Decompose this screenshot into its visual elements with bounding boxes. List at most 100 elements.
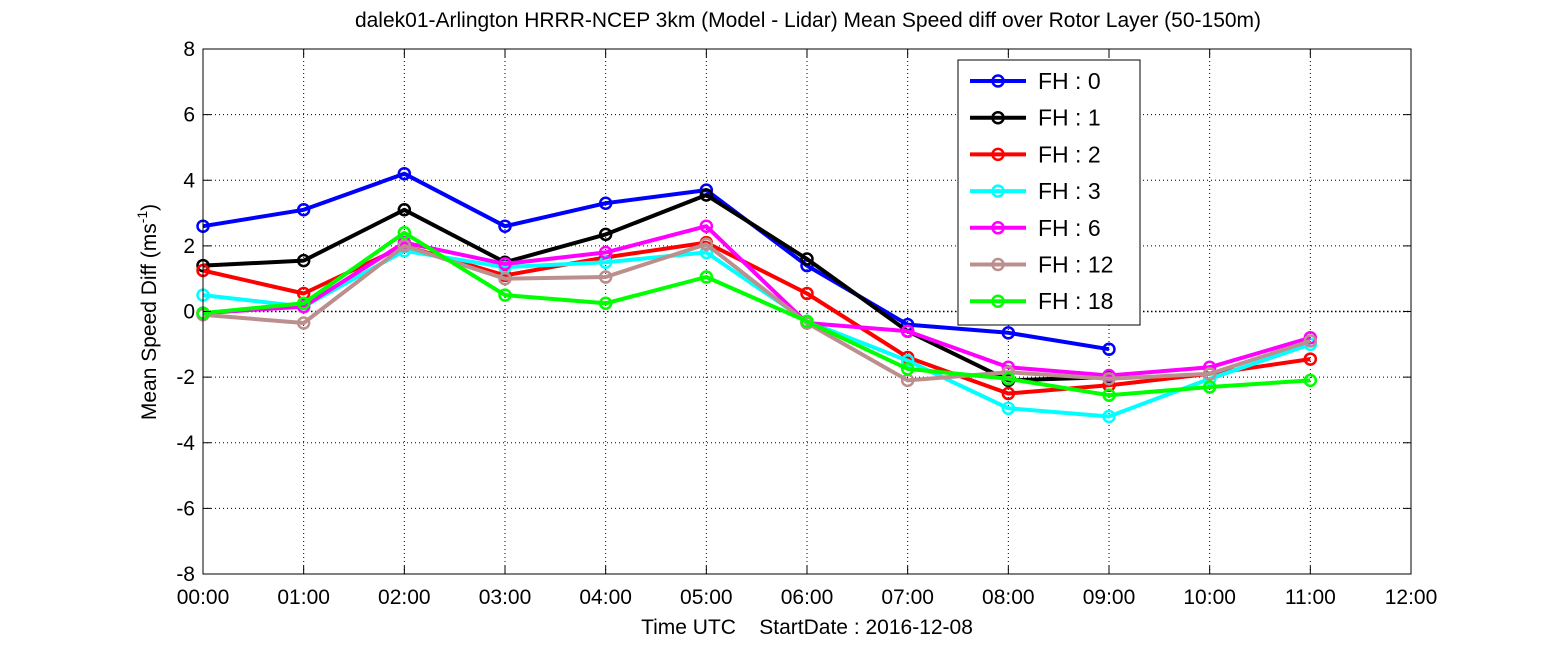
data-point bbox=[800, 286, 814, 301]
y-axis-label: Mean Speed Diff (ms-1) bbox=[134, 204, 161, 420]
data-point bbox=[699, 270, 714, 284]
y-tick-label: -8 bbox=[176, 563, 195, 586]
legend-label: FH : 2 bbox=[1038, 141, 1101, 167]
data-point bbox=[900, 324, 915, 338]
x-tick-label: 11:00 bbox=[1285, 586, 1336, 609]
x-tick-label: 01:00 bbox=[277, 586, 330, 609]
data-point bbox=[900, 353, 915, 368]
series-5 bbox=[196, 237, 1318, 388]
axis-ticks bbox=[202, 48, 1412, 575]
y-axis-label-unit-exponent: -1 bbox=[134, 211, 150, 224]
legend-label: FH : 12 bbox=[1038, 252, 1113, 278]
x-tick-label: 12:00 bbox=[1385, 586, 1438, 609]
legend-label: FH : 6 bbox=[1038, 215, 1101, 241]
data-point bbox=[598, 227, 613, 242]
grid bbox=[203, 49, 1411, 574]
legend-label: FH : 1 bbox=[1038, 105, 1101, 131]
data-point bbox=[397, 203, 412, 217]
data-point bbox=[296, 296, 311, 311]
data-point bbox=[1001, 401, 1016, 416]
y-axis-tick-labels: -8 -6 -4 -2 0 2 4 6 8 bbox=[176, 38, 195, 586]
x-axis-label: Time UTC StartDate : 2016-12-08 bbox=[641, 616, 973, 639]
y-axis-label-close: ) bbox=[138, 204, 161, 211]
data-point bbox=[498, 288, 512, 302]
series-line bbox=[202, 242, 1311, 383]
data-point bbox=[699, 188, 714, 202]
data-point bbox=[397, 226, 412, 240]
x-tick-label: 05:00 bbox=[680, 586, 733, 609]
data-point bbox=[397, 166, 412, 181]
y-tick-label: 6 bbox=[183, 104, 195, 127]
y-tick-label: -2 bbox=[176, 366, 195, 389]
data-point bbox=[296, 203, 311, 217]
data-point bbox=[699, 219, 714, 233]
y-tick-label: 0 bbox=[183, 301, 195, 324]
data-point bbox=[598, 196, 613, 210]
data-point bbox=[1001, 386, 1016, 401]
legend-entry: FH : 3 bbox=[970, 178, 1101, 204]
series-line bbox=[202, 230, 1311, 398]
data-point bbox=[1202, 367, 1217, 381]
data-point bbox=[296, 253, 311, 268]
legend-label: FH : 0 bbox=[1038, 68, 1101, 94]
legend: FH : 0 FH : 1 FH : 2 FH : 3 FH : 6 FH : 12 FH … bbox=[957, 59, 1141, 326]
data-point bbox=[1001, 372, 1016, 386]
data-point bbox=[598, 270, 613, 284]
legend-entry: FH : 0 bbox=[970, 68, 1101, 94]
chart-title: dalek01-Arlington HRRR-NCEP 3km (Model -… bbox=[355, 9, 1261, 32]
data-point bbox=[498, 271, 512, 286]
legend-entry: FH : 6 bbox=[970, 215, 1101, 241]
data-point bbox=[1001, 326, 1016, 340]
data-point bbox=[1303, 352, 1318, 366]
legend-label: FH : 3 bbox=[1038, 178, 1101, 204]
x-tick-label: 07:00 bbox=[881, 586, 934, 609]
data-point bbox=[498, 257, 512, 271]
data-point bbox=[1303, 373, 1318, 388]
data-point bbox=[598, 296, 613, 311]
legend-marker bbox=[991, 294, 1005, 308]
data-point bbox=[1202, 380, 1217, 394]
x-tick-label: 02:00 bbox=[378, 586, 431, 609]
data-point bbox=[1102, 372, 1116, 386]
data-point bbox=[800, 314, 814, 329]
legend-marker bbox=[991, 257, 1005, 272]
y-tick-label: 8 bbox=[183, 38, 195, 61]
legend-marker bbox=[991, 147, 1005, 162]
y-tick-label: -4 bbox=[176, 432, 195, 455]
legend-entry: FH : 2 bbox=[970, 141, 1101, 167]
x-axis-tick-labels: 00:00 01:00 02:00 03:00 04:00 05:00 06:00 07:00… bbox=[177, 586, 1438, 609]
data-point bbox=[699, 245, 714, 260]
data-point bbox=[296, 316, 311, 330]
series-6 bbox=[196, 226, 1318, 402]
data-point bbox=[1102, 409, 1116, 424]
legend-marker bbox=[991, 74, 1005, 88]
data-point bbox=[800, 252, 814, 266]
y-tick-label: 2 bbox=[183, 235, 195, 258]
x-tick-label: 06:00 bbox=[781, 586, 834, 609]
x-tick-label: 09:00 bbox=[1083, 586, 1136, 609]
x-tick-label: 10:00 bbox=[1183, 586, 1236, 609]
data-point bbox=[900, 362, 915, 376]
legend-entry: FH : 1 bbox=[970, 105, 1101, 131]
series-layer bbox=[196, 166, 1318, 424]
legend-entry: FH : 18 bbox=[970, 288, 1113, 314]
data-point bbox=[1102, 388, 1116, 402]
data-point bbox=[699, 237, 714, 251]
y-tick-label: -6 bbox=[176, 497, 195, 520]
y-tick-label: 4 bbox=[183, 169, 195, 192]
legend-marker bbox=[991, 110, 1005, 125]
series-line bbox=[202, 224, 1311, 378]
data-point bbox=[498, 219, 512, 233]
data-point bbox=[1102, 342, 1116, 356]
data-point bbox=[1303, 334, 1318, 348]
legend-entry: FH : 12 bbox=[970, 252, 1113, 278]
series-line bbox=[202, 193, 1110, 383]
x-tick-label: 04:00 bbox=[579, 586, 632, 609]
legend-marker bbox=[991, 221, 1005, 235]
x-tick-label: 08:00 bbox=[982, 586, 1035, 609]
y-axis-label-main: Mean Speed Diff (ms bbox=[138, 223, 161, 420]
series-line bbox=[202, 171, 1110, 352]
data-point bbox=[598, 245, 613, 260]
legend-label: FH : 18 bbox=[1038, 288, 1113, 314]
